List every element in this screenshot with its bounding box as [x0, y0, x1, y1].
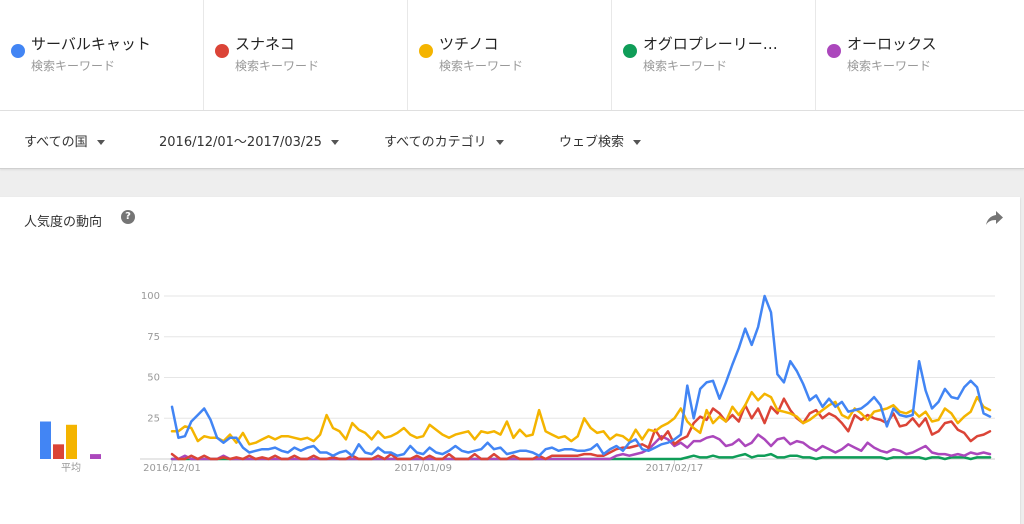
- series-color-dot: [215, 44, 229, 58]
- term-card-serval[interactable]: サーバルキャット 検索キーワード: [0, 0, 204, 110]
- date-range-dropdown[interactable]: 2016/12/01～2017/03/25: [159, 131, 339, 150]
- y-tick-label: 50: [147, 373, 160, 384]
- caret-down-icon: [96, 140, 105, 145]
- y-tick-label: 100: [141, 291, 160, 302]
- series-color-dot: [419, 44, 433, 58]
- term-name: オグロプレーリー…: [643, 35, 778, 53]
- share-icon[interactable]: [986, 211, 1004, 225]
- average-bar: [40, 421, 51, 459]
- term-type: 検索キーワード: [643, 59, 728, 73]
- term-name: ツチノコ: [439, 35, 499, 53]
- average-label: 平均: [61, 462, 81, 474]
- date-range-label: 2016/12/01～2017/03/25: [159, 135, 322, 150]
- series-line: [170, 294, 992, 457]
- term-type: 検索キーワード: [847, 59, 932, 73]
- term-name: スナネコ: [235, 35, 295, 53]
- term-type: 検索キーワード: [31, 59, 116, 73]
- series-color-dot: [827, 44, 841, 58]
- search-type-dropdown[interactable]: ウェブ検索: [559, 131, 642, 150]
- average-bar: [66, 424, 77, 459]
- term-card-aurochs[interactable]: オーロックス 検索キーワード: [816, 0, 1024, 110]
- category-dropdown[interactable]: すべてのカテゴリ: [384, 131, 504, 150]
- search-terms-bar: サーバルキャット 検索キーワード スナネコ 検索キーワード ツチノコ 検索キーワ…: [0, 0, 1024, 111]
- x-tick-label: 2017/02/17: [646, 463, 704, 474]
- y-tick-label: 75: [147, 332, 160, 343]
- term-card-prairie-dog[interactable]: オグロプレーリー… 検索キーワード: [612, 0, 816, 110]
- caret-down-icon: [633, 140, 642, 145]
- category-label: すべてのカテゴリ: [384, 135, 487, 150]
- search-type-label: ウェブ検索: [559, 135, 625, 150]
- term-type: 検索キーワード: [235, 59, 320, 73]
- term-type: 検索キーワード: [439, 59, 524, 73]
- term-card-sandcat[interactable]: スナネコ 検索キーワード: [204, 0, 408, 110]
- region-dropdown[interactable]: すべての国: [24, 131, 105, 150]
- term-card-tsuchinoko[interactable]: ツチノコ 検索キーワード: [408, 0, 612, 110]
- y-tick-label: 25: [147, 413, 160, 424]
- caret-down-icon: [495, 140, 504, 145]
- x-tick-label: 2016/12/01: [143, 463, 201, 474]
- average-bar: [53, 444, 64, 459]
- region-label: すべての国: [24, 135, 88, 150]
- trend-chart: 100 75 50 25 2016/12/01 2017/01/09 2017/02/17 平…: [40, 291, 995, 474]
- term-name: サーバルキャット: [31, 35, 151, 53]
- caret-down-icon: [330, 140, 339, 145]
- term-name: オーロックス: [847, 35, 937, 53]
- series-color-dot: [623, 44, 637, 58]
- series-line: [170, 397, 992, 461]
- average-bar: [90, 454, 101, 459]
- filter-bar: すべての国 2016/12/01～2017/03/25 すべてのカテゴリ ウェブ…: [0, 111, 1024, 169]
- help-icon[interactable]: ?: [121, 210, 135, 224]
- x-tick-label: 2017/01/09: [394, 463, 452, 474]
- card-title: 人気度の動向: [24, 215, 103, 230]
- interest-over-time-card: 人気度の動向 ? 100 75 50 25 2016/12/01 2017/01/09 20…: [0, 197, 1020, 524]
- series-color-dot: [11, 44, 25, 58]
